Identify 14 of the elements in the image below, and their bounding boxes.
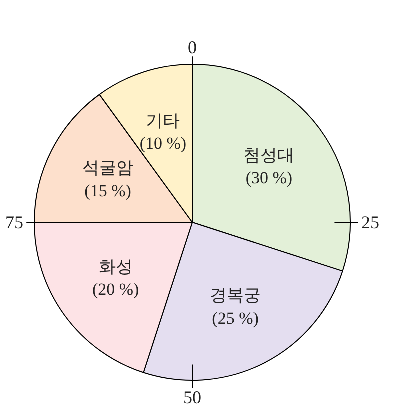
data-label: (30 %) bbox=[246, 168, 293, 188]
text: 25 bbox=[362, 212, 380, 232]
slice-label: 기타 bbox=[146, 111, 180, 130]
text: 0 bbox=[188, 37, 197, 58]
slice-label: 첨성대 bbox=[244, 146, 295, 165]
data-label: (15 %) bbox=[84, 181, 132, 200]
text: 75 bbox=[5, 212, 24, 232]
text: 50 bbox=[184, 388, 202, 408]
data-label: (25 %) bbox=[212, 308, 259, 328]
slice-label: 경복궁 bbox=[210, 286, 262, 306]
data-label: (20 %) bbox=[92, 280, 140, 300]
data-label: (10 %) bbox=[140, 134, 187, 154]
slice-label: 석굴암 bbox=[82, 158, 134, 178]
slice-label: 화성 bbox=[98, 257, 133, 276]
